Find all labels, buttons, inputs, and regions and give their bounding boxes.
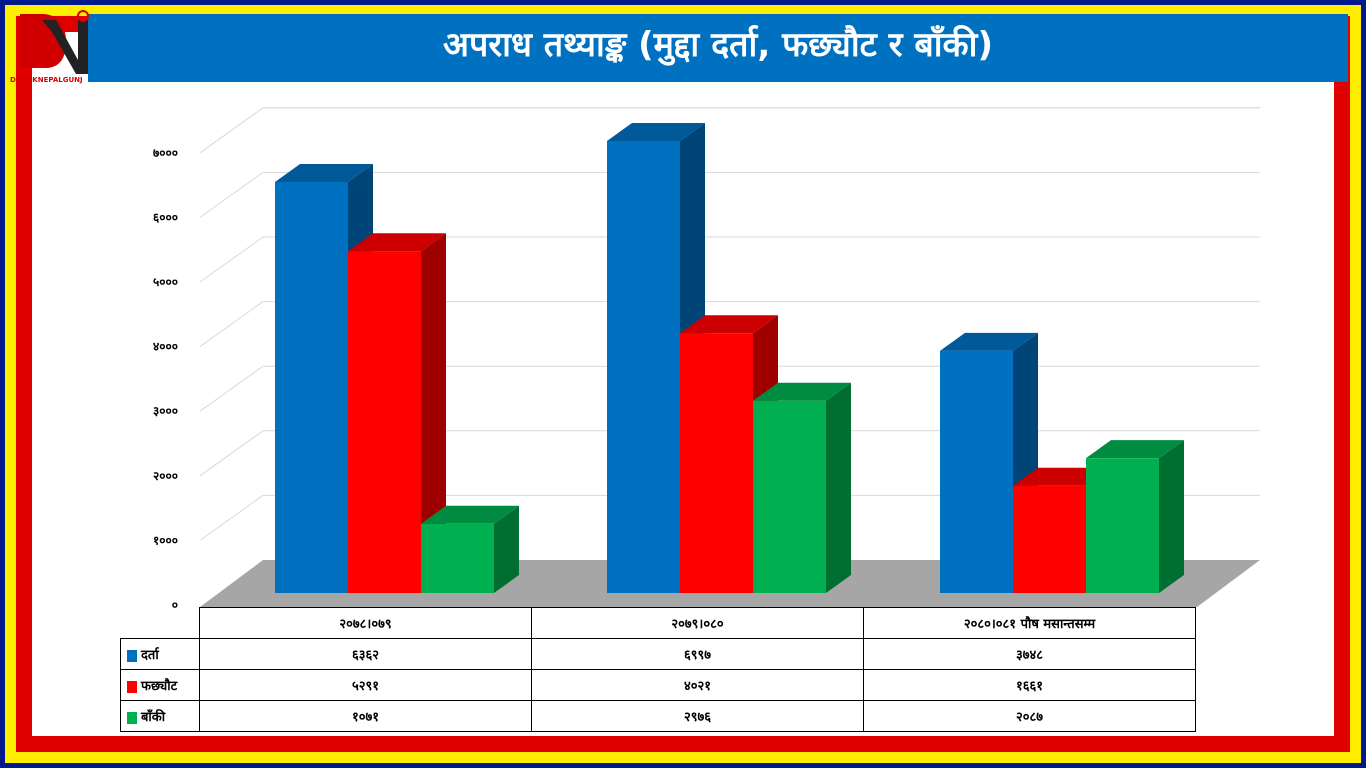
bar-side	[826, 382, 851, 593]
bar-top	[753, 382, 851, 401]
y-tick-label: ७०००	[153, 146, 178, 160]
bar	[753, 400, 826, 593]
bar-top	[680, 315, 778, 334]
y-tick-label: ०	[172, 598, 178, 612]
gridline	[199, 301, 264, 347]
category-header: २०८०।०८१ पौष मसान्तसम्म	[863, 607, 1196, 639]
gridline	[199, 171, 264, 218]
legend-swatch-green	[127, 711, 137, 724]
y-tick-label: ४०००	[153, 340, 178, 354]
bar-top	[940, 332, 1038, 351]
bar-side	[494, 505, 519, 593]
bar	[421, 523, 494, 593]
gridline	[199, 365, 264, 412]
bar	[1086, 458, 1159, 593]
bar-side	[1159, 440, 1184, 593]
bar-side	[421, 233, 446, 593]
legend-swatch-blue	[127, 649, 137, 662]
bar	[348, 251, 421, 593]
bar	[940, 350, 1013, 593]
category-header: २०७८।०७९	[199, 607, 532, 639]
bar-top	[607, 122, 705, 141]
category-header: २०७९।०८०	[531, 607, 864, 639]
table-row-darta: दर्ता ६३६२ ६९९७ ३७४८	[120, 638, 1196, 670]
y-tick-label: ३०००	[153, 404, 178, 418]
y-tick-label: ६०००	[153, 210, 178, 224]
bar	[680, 333, 753, 593]
data-table: २०७८।०७९ २०७९।०८० २०८०।०८१ पौष मसान्तसम्…	[120, 607, 1196, 732]
y-tick-label: १०००	[153, 533, 178, 547]
legend-swatch-red	[127, 680, 137, 693]
gridline	[199, 236, 264, 283]
table-row-baki: बाँकी १०७१ २९७६ २०८७	[120, 700, 1196, 732]
bar-top	[1086, 440, 1184, 459]
gridline	[199, 430, 264, 477]
bar-top	[421, 505, 519, 524]
svg-text:DAINIKNEPALGUNJ: DAINIKNEPALGUNJ	[10, 76, 83, 84]
bar	[1013, 485, 1086, 593]
bar	[275, 182, 348, 593]
gridline	[199, 107, 264, 154]
gridline	[199, 494, 264, 541]
bar-top	[348, 233, 446, 252]
chart-title: अपराध तथ्याङ्क (मुद्दा दर्ता, फछ्यौट र ब…	[88, 14, 1348, 82]
table-row-fachhyaut: फछ्यौट ५२९१ ४०२१ १६६१	[120, 669, 1196, 701]
logo: DAINIKNEPALGUNJ	[10, 10, 89, 84]
y-tick-label: ५०००	[153, 275, 178, 289]
bar	[607, 140, 680, 593]
bar-top	[275, 164, 373, 182]
y-tick-label: २०००	[153, 469, 178, 483]
